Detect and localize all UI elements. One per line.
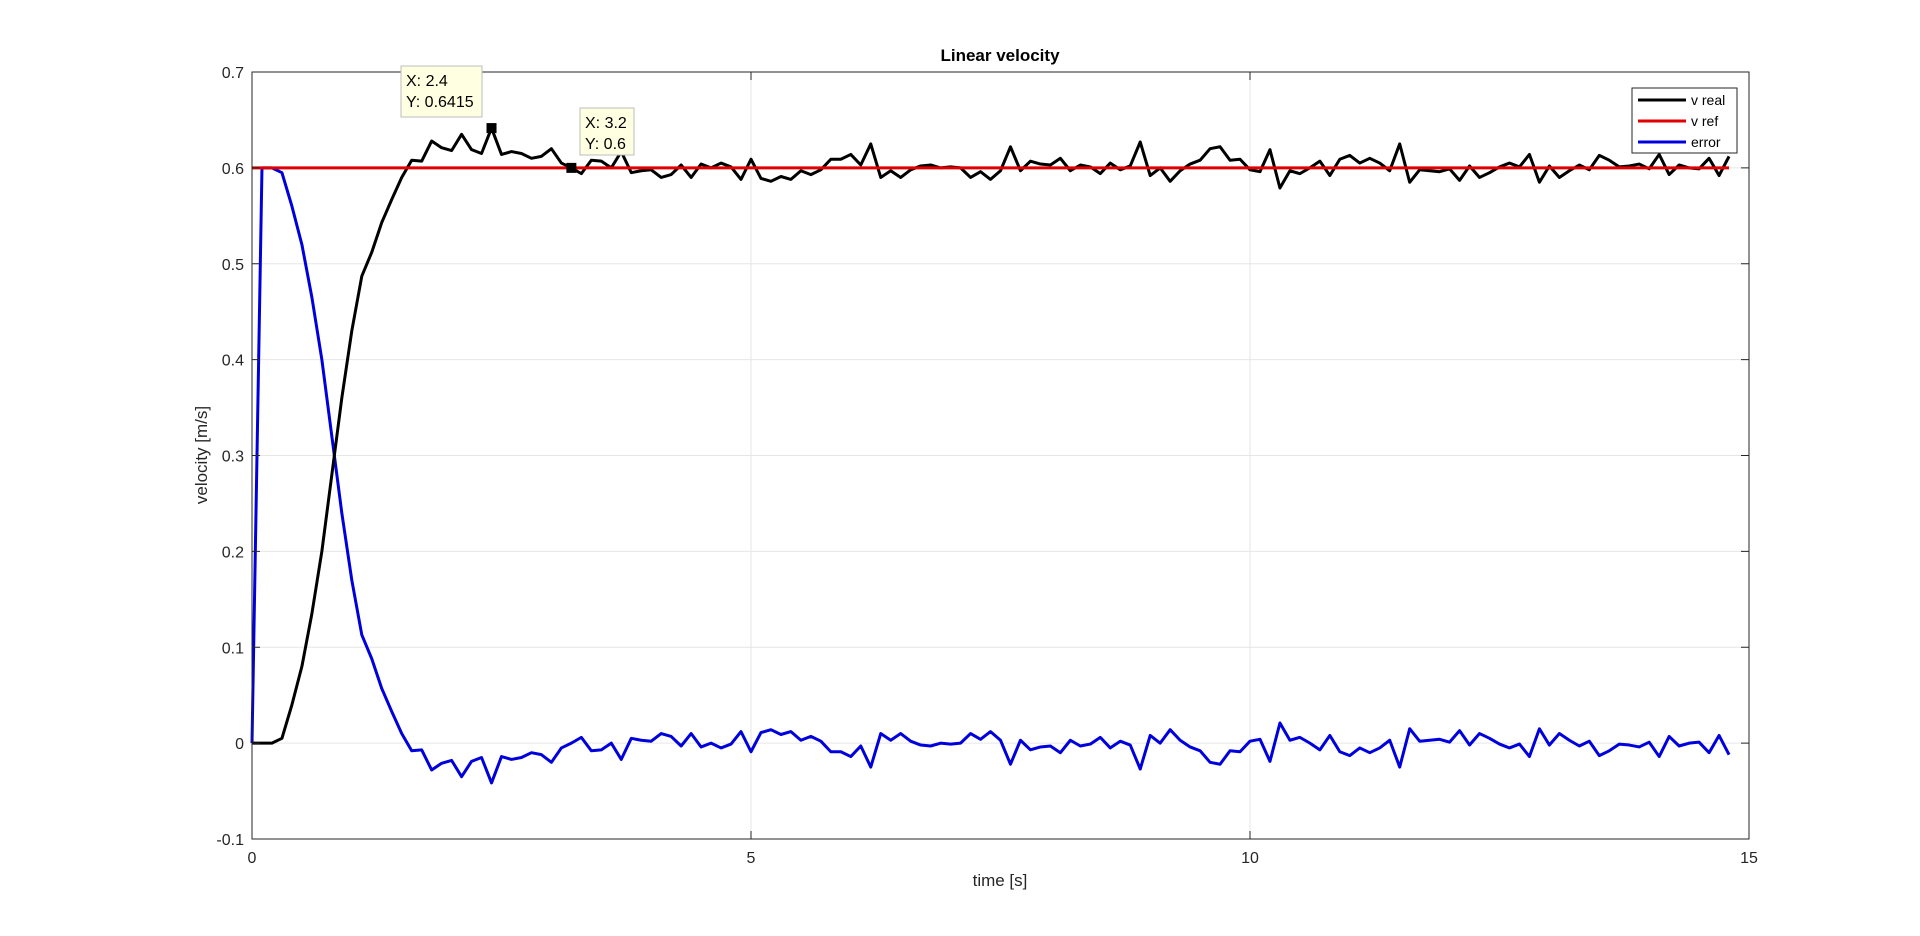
y-tick-label: 0.1 [222,640,244,657]
datatip-x-text: X: 2.4 [406,73,448,90]
datatip-x-text: X: 3.2 [585,115,627,132]
chart-title: Linear velocity [940,46,1060,65]
y-tick-label: 0.5 [222,257,244,274]
series-lines [250,126,1731,785]
legend[interactable]: v real v ref error [1631,87,1738,154]
x-tick-label: 0 [248,850,257,867]
legend-label: v ref [1691,113,1718,129]
datatip-marker[interactable] [566,162,577,173]
datatip-y-text: Y: 0.6415 [406,94,474,111]
y-tick-label: 0.4 [222,353,244,370]
x-tick-label: 10 [1241,850,1259,867]
series-line-v-real [252,126,1731,745]
legend-label: error [1691,134,1721,150]
y-tick-label: 0.3 [222,449,244,466]
datatip-y-text: Y: 0.6 [585,136,626,153]
x-tick-label: 5 [747,850,756,867]
legend-label: v real [1691,92,1725,108]
data-tips[interactable]: X: 2.4 Y: 0.6415 X: 3.2 Y: 0.6 [400,65,635,173]
x-axis-label: time [s] [973,871,1028,890]
y-axis-label: velocity [m/s] [192,406,211,504]
datatip-box[interactable] [579,107,635,156]
y-tick-label: 0.6 [222,161,244,178]
x-tick-label: 15 [1740,850,1758,867]
datatip-marker[interactable] [486,123,497,134]
y-tick-label: 0 [235,736,244,753]
y-tick-label: 0.7 [222,65,244,82]
series-line-error [250,166,1731,785]
datatip-box[interactable] [400,65,483,118]
axis-ticks: 0 5 10 15-0.100.10.20.30.40.50.60.7 [216,65,1758,867]
y-tick-label: -0.1 [216,832,244,849]
y-tick-label: 0.2 [222,544,244,561]
